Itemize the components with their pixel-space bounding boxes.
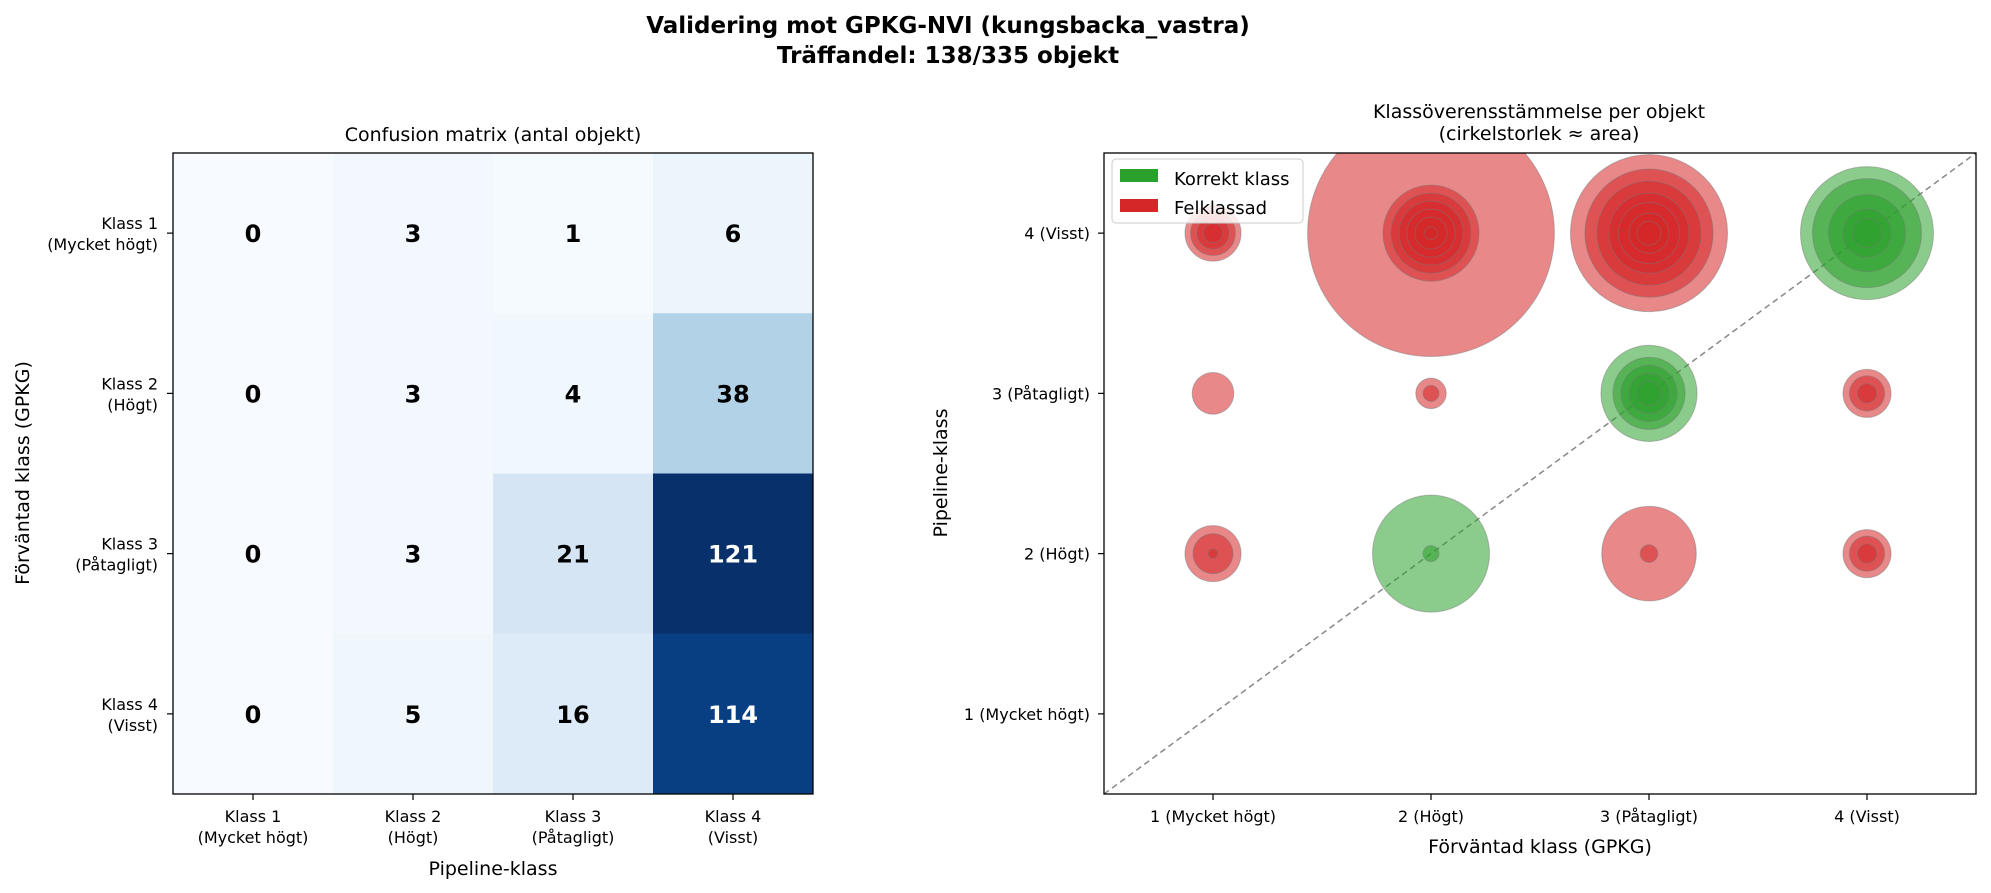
bubble-correct bbox=[1422, 545, 1440, 563]
cm-y-tick-label: Klass 2 bbox=[101, 374, 158, 393]
bubble-y-tick-label: 4 (Visst) bbox=[1024, 224, 1090, 243]
cm-cell bbox=[493, 473, 654, 635]
cm-y-tick-label: Klass 3 bbox=[101, 535, 158, 554]
cm-cell bbox=[333, 153, 494, 314]
confusion-matrix-chart: Confusion matrix (antal objekt) 0 3 1 60 3 4 3… bbox=[12, 124, 814, 880]
cm-cell-value: 6 bbox=[725, 220, 742, 248]
cm-y-axis-label: Förväntad klass (GPKG) bbox=[12, 361, 34, 585]
bubble-correct bbox=[1852, 218, 1882, 249]
cm-x-tick-label: (Högt) bbox=[388, 828, 439, 847]
cm-cell-value: 0 bbox=[245, 541, 262, 569]
cm-cell-value: 21 bbox=[556, 541, 589, 569]
cm-frame bbox=[172, 152, 814, 795]
bubble-y-tick-label: 1 (Mycket högt) bbox=[964, 705, 1090, 724]
cm-cell-value: 38 bbox=[716, 380, 749, 408]
cm-cell-value: 3 bbox=[405, 220, 422, 248]
bubble-x-tick-label: 3 (Påtagligt) bbox=[1600, 807, 1698, 826]
cm-cell bbox=[653, 473, 814, 635]
cm-cell-value: 3 bbox=[405, 541, 422, 569]
bubble-correct bbox=[1636, 380, 1662, 406]
figure-title-line1: Validering mot GPKG-NVI (kungsbacka_vast… bbox=[646, 13, 1250, 39]
cm-cell bbox=[653, 633, 814, 795]
bubble-legend: Korrekt klass Felklassad bbox=[1111, 158, 1304, 224]
cm-x-tick-label: Klass 2 bbox=[385, 807, 442, 826]
cm-x-tick-label: (Visst) bbox=[708, 828, 758, 847]
cm-cell bbox=[493, 313, 654, 474]
bubble-y-tick-label: 3 (Påtagligt) bbox=[992, 384, 1090, 403]
cm-cell-value: 114 bbox=[708, 701, 758, 729]
cm-cell-value: 0 bbox=[245, 701, 262, 729]
legend-swatch-misclassified bbox=[1120, 199, 1158, 212]
cm-y-tick-label: (Mycket högt) bbox=[47, 235, 158, 254]
bubble-x-tick-label: 2 (Högt) bbox=[1398, 807, 1464, 826]
class-agreement-chart: Klassöverensstämmelse per objekt (cirkel… bbox=[930, 101, 1977, 858]
cm-y-tick-label: Klass 1 bbox=[101, 214, 158, 233]
cm-cell bbox=[173, 473, 334, 635]
bubble-misclassified bbox=[1639, 544, 1659, 563]
bubble-x-tick-label: 4 (Visst) bbox=[1834, 807, 1900, 826]
cm-cell bbox=[333, 473, 494, 635]
cm-cell bbox=[653, 313, 814, 474]
cm-y-tick-label: (Högt) bbox=[107, 395, 158, 414]
cm-cell-value: 3 bbox=[405, 380, 422, 408]
cm-cell bbox=[493, 153, 654, 314]
cm-cell-value: 0 bbox=[245, 220, 262, 248]
bubble-misclassified bbox=[1191, 372, 1235, 415]
legend-swatch-correct bbox=[1120, 169, 1158, 182]
bubble-title-line2: (cirkelstorlek ≈ area) bbox=[1439, 123, 1640, 145]
bubble-x-tick-label: 1 (Mycket högt) bbox=[1150, 807, 1276, 826]
cm-x-tick-label: (Mycket högt) bbox=[198, 828, 309, 847]
legend-frame bbox=[1111, 158, 1304, 224]
cm-cell-value: 0 bbox=[245, 380, 262, 408]
cm-cell-value: 16 bbox=[556, 701, 589, 729]
cm-cell bbox=[173, 633, 334, 795]
cm-cell-value: 1 bbox=[565, 220, 582, 248]
cm-cell bbox=[653, 153, 814, 314]
cm-x-tick-label: Klass 4 bbox=[705, 807, 762, 826]
bubble-y-axis-label: Pipeline-klass bbox=[930, 409, 952, 538]
bubble-misclassified bbox=[1856, 543, 1878, 564]
bubble-plot-frame bbox=[1103, 152, 1977, 795]
cm-cell-value: 121 bbox=[708, 541, 758, 569]
bubble-misclassified bbox=[1422, 384, 1440, 402]
cm-cell-value: 4 bbox=[565, 380, 582, 408]
figure-title-line2: Träffandel: 138/335 objekt bbox=[777, 43, 1119, 69]
bubble-misclassified bbox=[1207, 548, 1219, 559]
cm-cell bbox=[173, 153, 334, 314]
bubble-title-line1: Klassöverensstämmelse per objekt bbox=[1373, 101, 1705, 123]
cm-cell bbox=[493, 633, 654, 795]
legend-label-misclassified: Felklassad bbox=[1174, 198, 1267, 219]
bubble-y-tick-label: 2 (Högt) bbox=[1024, 545, 1090, 564]
cm-x-tick-label: (Påtagligt) bbox=[532, 828, 615, 847]
cm-cell bbox=[333, 313, 494, 474]
cm-cell-value: 5 bbox=[405, 701, 422, 729]
cm-title: Confusion matrix (antal objekt) bbox=[345, 124, 642, 146]
bubble-misclassified bbox=[1856, 383, 1878, 404]
cm-x-axis-label: Pipeline-klass bbox=[429, 858, 558, 880]
cm-x-tick-label: Klass 3 bbox=[545, 807, 602, 826]
cm-y-tick-label: Klass 4 bbox=[101, 695, 158, 714]
bubble-misclassified bbox=[1202, 223, 1224, 244]
cm-y-tick-label: (Visst) bbox=[108, 716, 158, 735]
cm-cell bbox=[173, 313, 334, 474]
cm-x-tick-label: Klass 1 bbox=[225, 807, 282, 826]
bubble-x-axis-label: Förväntad klass (GPKG) bbox=[1428, 836, 1652, 858]
bubble-misclassified bbox=[1636, 220, 1662, 246]
cm-y-tick-label: (Påtagligt) bbox=[75, 556, 158, 575]
cm-cell bbox=[333, 633, 494, 795]
legend-label-correct: Korrekt klass bbox=[1174, 169, 1290, 190]
bubble-misclassified bbox=[1424, 226, 1438, 241]
